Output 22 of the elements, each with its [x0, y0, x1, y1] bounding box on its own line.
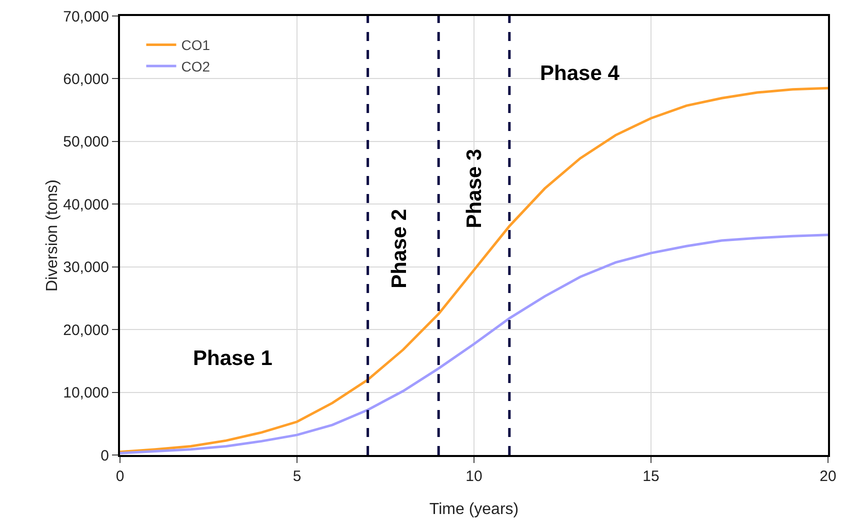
annotation: Phase 1: [193, 347, 273, 370]
annotation: Phase 2: [388, 208, 411, 288]
y-tick-label: 10,000: [63, 384, 109, 402]
x-tick-label: 5: [292, 468, 302, 485]
x-tick-label: 20: [820, 468, 836, 485]
legend-label: CO1: [181, 37, 210, 54]
y-tick-label: 30,000: [63, 259, 109, 276]
x-tick-label: 10: [466, 468, 482, 485]
x-tick-label: 0: [116, 468, 124, 485]
y-axis-title: Diversion (tons): [44, 179, 62, 292]
legend-label: CO2: [181, 58, 210, 74]
y-tick-label: 50,000: [63, 134, 109, 151]
annotation: Phase 3: [462, 148, 486, 228]
y-tick-label: 70,000: [63, 8, 109, 26]
annotation: Phase 4: [540, 62, 620, 85]
y-tick-label: 40,000: [63, 196, 109, 214]
y-tick-label: 20,000: [63, 322, 109, 339]
y-tick-label: 0: [100, 447, 109, 464]
y-tick-label: 60,000: [63, 70, 109, 88]
line-series: [120, 86, 828, 454]
x-tick-label: 15: [642, 468, 660, 485]
x-axis-title: Time (years): [429, 501, 519, 518]
